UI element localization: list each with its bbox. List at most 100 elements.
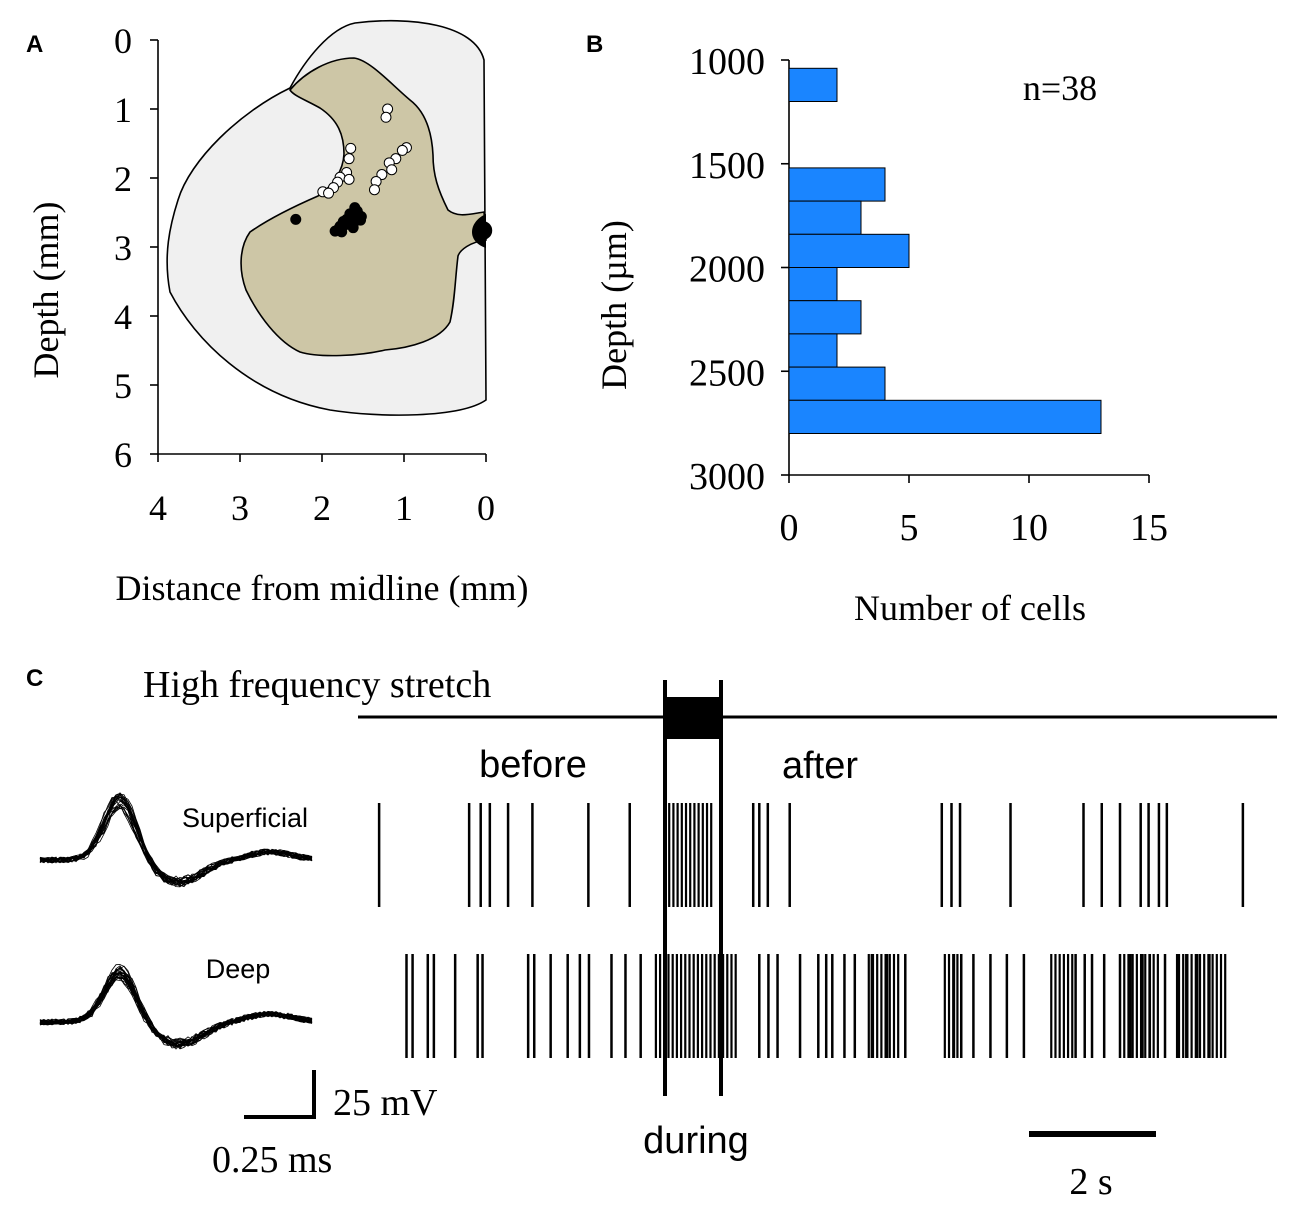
x-tick-label-b: 0 <box>780 507 799 549</box>
waveform-trace-deep <box>39 970 313 1046</box>
waveform-trace-deep <box>39 976 313 1044</box>
y-ticks-b: 1000 1500 2000 2500 3000 <box>689 41 789 498</box>
deep-cell-point <box>290 213 302 225</box>
histogram-bar <box>788 200 862 235</box>
superficial-cell-point <box>323 187 335 199</box>
panel-b: B 1000 1500 2000 2500 3000 0 5 10 15 n=38 Depth… <box>586 31 1168 628</box>
epoch-label-before: before <box>479 744 587 786</box>
histogram-bar <box>788 233 910 269</box>
x-tick-label-a: 0 <box>477 488 495 528</box>
waveform-trace-deep <box>39 972 313 1046</box>
waveform-scale-bar <box>244 1070 316 1119</box>
histogram-bars-b <box>788 67 1102 434</box>
y-tick-label-b: 1500 <box>689 145 765 187</box>
panel-c: C High frequency stretch before after du… <box>26 664 1277 1203</box>
deep-cell-point <box>473 220 493 240</box>
epoch-label-during: during <box>643 1120 749 1162</box>
histogram-bar <box>788 167 886 202</box>
sample-size-annotation: n=38 <box>1023 68 1097 108</box>
x-tick-label-a: 2 <box>313 488 331 528</box>
y-tick-label-a: 4 <box>114 297 132 337</box>
y-axis-label-a: Depth (mm) <box>26 202 66 379</box>
waveforms-deep <box>39 964 313 1050</box>
histogram-bar <box>788 366 886 401</box>
epoch-label-after: after <box>782 745 858 787</box>
waveform-trace-deep <box>39 973 313 1046</box>
histogram-bar <box>788 399 1102 434</box>
waveform-trace-deep <box>39 972 313 1046</box>
x-axis-label-a: Distance from midline (mm) <box>116 568 529 608</box>
waveform-trace-deep <box>39 966 313 1048</box>
y-tick-label-a: 0 <box>114 21 132 61</box>
deep-cell-point <box>334 220 346 232</box>
y-tick-label-b: 3000 <box>689 456 765 498</box>
superficial-cell-point <box>368 184 380 196</box>
waveform-trace-deep <box>39 967 313 1047</box>
x-tick-label-b: 10 <box>1010 507 1048 549</box>
waveform-trace-deep <box>39 976 313 1043</box>
superficial-cell-point <box>380 111 392 123</box>
row-label-superficial: Superficial <box>182 803 308 833</box>
y-ticks-a: 0 1 2 3 4 5 6 <box>114 21 158 475</box>
x-tick-label-a: 3 <box>231 488 249 528</box>
histogram-bar <box>788 67 838 103</box>
y-tick-label-b: 2000 <box>689 249 765 291</box>
waveform-trace-deep <box>39 967 313 1049</box>
y-axis-label-b: Depth (µm) <box>594 220 634 390</box>
waveform-trace-deep <box>39 965 313 1049</box>
spike-raster <box>377 803 1245 1058</box>
waveform-trace-deep <box>39 979 313 1042</box>
waveform-trace-deep <box>39 971 313 1048</box>
time-scale-label: 2 s <box>1069 1161 1112 1203</box>
row-label-deep: Deep <box>206 954 271 984</box>
waveform-trace-deep <box>39 967 313 1048</box>
waveform-trace-deep <box>39 972 313 1046</box>
y-tick-label-b: 1000 <box>689 41 765 83</box>
waveform-trace-deep <box>39 964 313 1050</box>
scale-label-voltage: 25 mV <box>333 1082 438 1124</box>
superficial-cell-point <box>386 164 398 176</box>
waveform-trace-deep <box>39 976 313 1044</box>
panel-a-label: A <box>26 31 43 58</box>
panel-a: A 0 1 2 3 4 5 6 4 3 2 1 0 Depth (mm) Distance from… <box>26 19 529 608</box>
y-tick-label-b: 2500 <box>689 352 765 394</box>
y-tick-label-a: 2 <box>114 159 132 199</box>
y-tick-label-a: 6 <box>114 435 132 475</box>
histogram-bar <box>788 333 838 368</box>
waveform-trace-deep <box>39 968 313 1048</box>
superficial-cell-point <box>345 142 357 154</box>
superficial-cell-point <box>343 153 355 165</box>
deep-cell-point <box>346 211 358 223</box>
x-tick-label-a: 4 <box>149 488 167 528</box>
waveform-trace-deep <box>39 972 313 1048</box>
waveform-trace-deep <box>39 965 313 1050</box>
histogram-bar <box>788 300 862 335</box>
waveform-trace-deep <box>39 972 313 1048</box>
panel-c-label: C <box>26 665 43 692</box>
waveform-trace-deep <box>39 976 313 1043</box>
x-tick-label-b: 15 <box>1130 507 1168 549</box>
x-tick-label-a: 1 <box>395 488 413 528</box>
superficial-cell-point <box>396 144 408 156</box>
x-axis-label-b: Number of cells <box>854 588 1086 628</box>
deep-cell-point <box>355 214 367 226</box>
waveform-trace-deep <box>39 976 313 1044</box>
stimulus-title: High frequency stretch <box>143 664 491 706</box>
y-tick-label-a: 3 <box>114 228 132 268</box>
panel-b-label: B <box>586 31 603 58</box>
waveform-trace-deep <box>39 973 313 1044</box>
waveform-trace-deep <box>39 975 313 1045</box>
waveforms-superficial <box>39 792 313 888</box>
waveform-trace-deep <box>39 971 313 1046</box>
waveform-trace-superficial <box>39 793 313 887</box>
superficial-cell-point <box>343 173 355 185</box>
y-tick-label-a: 5 <box>114 366 132 406</box>
x-ticks-a: 4 3 2 1 0 <box>149 454 495 528</box>
waveform-trace-deep <box>39 969 313 1047</box>
x-tick-label-b: 5 <box>900 507 919 549</box>
x-ticks-b: 0 5 10 15 <box>780 475 1168 549</box>
y-tick-label-a: 1 <box>114 90 132 130</box>
scale-label-waveform-time: 0.25 ms <box>212 1139 332 1181</box>
histogram-bar <box>788 267 838 302</box>
